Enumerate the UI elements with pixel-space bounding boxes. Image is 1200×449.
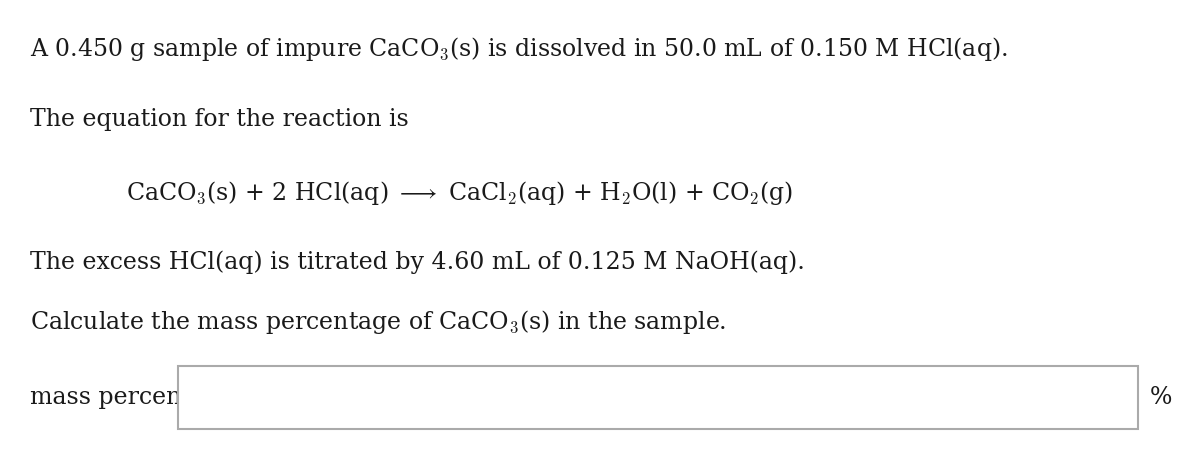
Text: The excess HCl(aq) is titrated by 4.60 mL of 0.125 M NaOH(aq).: The excess HCl(aq) is titrated by 4.60 m… [30, 251, 805, 274]
Text: mass percentage:: mass percentage: [30, 386, 242, 409]
Text: Calculate the mass percentage of CaCO$_{3}$(s) in the sample.: Calculate the mass percentage of CaCO$_{… [30, 308, 726, 336]
Text: %: % [1150, 386, 1172, 409]
FancyBboxPatch shape [178, 366, 1138, 429]
Text: CaCO$_{3}$(s) + 2 HCl(aq) $\longrightarrow$ CaCl$_{2}$(aq) + H$_{2}$O(l) + CO$_{: CaCO$_{3}$(s) + 2 HCl(aq) $\longrightarr… [126, 179, 793, 207]
Text: A 0.450 g sample of impure CaCO$_{3}$(s) is dissolved in 50.0 mL of 0.150 M HCl(: A 0.450 g sample of impure CaCO$_{3}$(s)… [30, 35, 1008, 63]
Text: The equation for the reaction is: The equation for the reaction is [30, 108, 409, 131]
